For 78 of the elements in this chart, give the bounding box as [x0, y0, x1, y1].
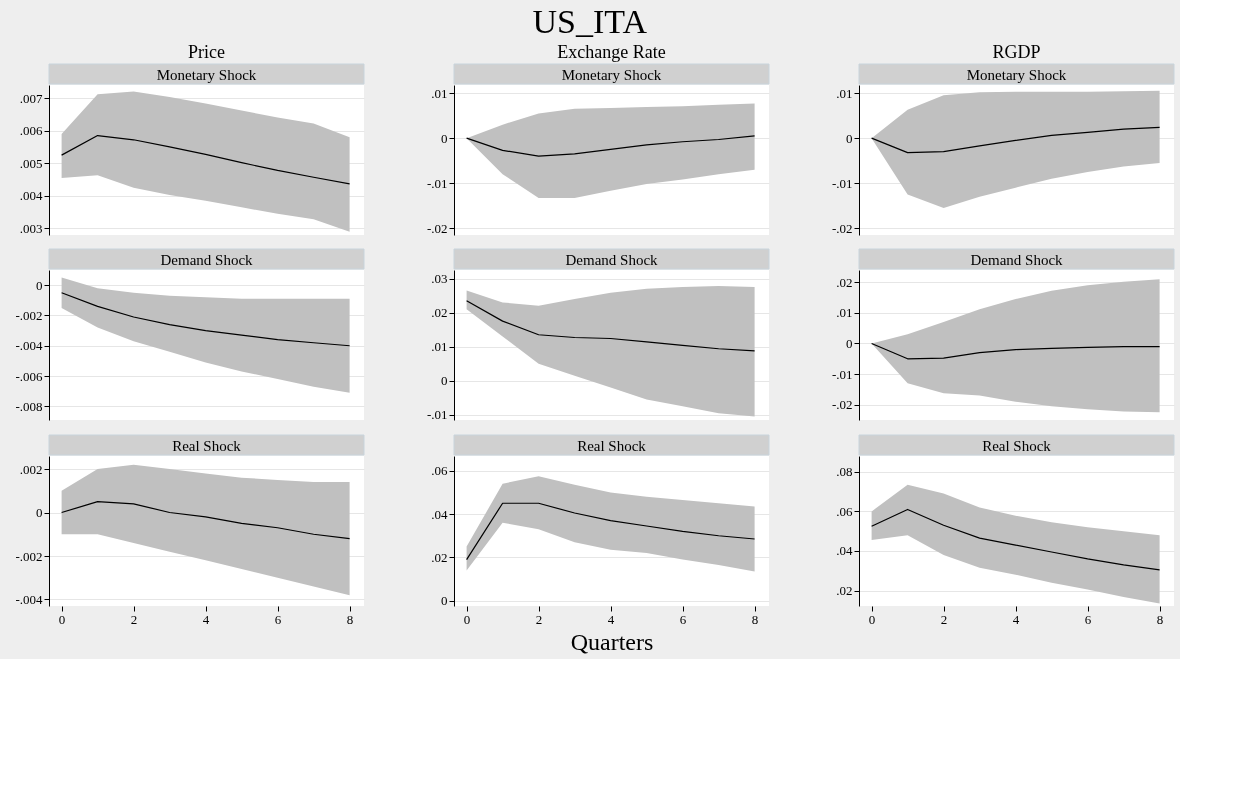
- y-tick-label: -.01: [831, 366, 853, 382]
- x-tick-label: 2: [940, 611, 948, 627]
- y-tick-label: .02: [836, 274, 853, 290]
- chart-subtitle: Monetary Shock: [156, 67, 257, 83]
- line-series: [466, 300, 756, 352]
- y-tick-label: -.002: [15, 548, 43, 564]
- y-tick-label: .005: [19, 155, 43, 171]
- line-series: [466, 502, 756, 561]
- x-tick-label: 2: [130, 611, 138, 627]
- y-tick-label: .007: [19, 90, 43, 106]
- y-tick-label: 0: [846, 130, 853, 146]
- chart-subtitle: Monetary Shock: [966, 67, 1067, 83]
- y-tick-label: .04: [836, 543, 853, 559]
- y-tick-label: .01: [431, 85, 448, 101]
- y-tick-label: .006: [19, 123, 43, 139]
- y-tick-label: .01: [836, 305, 853, 321]
- y-tick-label: -.01: [831, 175, 853, 191]
- x-tick-label: 8: [346, 611, 354, 627]
- x-tick-label: 4: [202, 611, 210, 627]
- x-tick-label: 4: [1012, 611, 1020, 627]
- x-tick-label: 8: [751, 611, 759, 627]
- line-series: [61, 134, 351, 185]
- y-tick-label: -.02: [426, 220, 448, 236]
- y-tick-label: 0: [846, 335, 853, 351]
- x-tick-label: 0: [58, 611, 66, 627]
- line-series: [871, 126, 1161, 154]
- y-tick-label: .004: [19, 188, 43, 204]
- y-tick-label: 0: [36, 505, 43, 521]
- y-tick-label: -.004: [15, 591, 43, 607]
- y-tick-label: -.008: [15, 398, 43, 414]
- line-series: [61, 501, 351, 540]
- x-axis-title: Quarters: [570, 628, 654, 655]
- y-tick-label: -.006: [15, 368, 43, 384]
- y-tick-label: .002: [19, 461, 43, 477]
- chart-title: Demand Shock: [160, 252, 254, 268]
- x-tick-label: 0: [463, 611, 471, 627]
- y-tick-label: .04: [431, 506, 448, 522]
- y-tick-label: .03: [431, 271, 448, 287]
- chart-title: Real Shock: [577, 438, 647, 454]
- chart-title: Price: [188, 41, 225, 62]
- x-tick-label: 4: [607, 611, 615, 627]
- y-tick-label: 0: [441, 593, 448, 609]
- y-tick-label: 0: [441, 130, 448, 146]
- chart-title: Real Shock: [982, 438, 1052, 454]
- y-tick-label: .02: [431, 305, 448, 321]
- chart-title: RGDP: [992, 41, 1041, 62]
- y-tick-label: .02: [431, 549, 448, 565]
- y-tick-label: -.01: [426, 407, 448, 423]
- x-tick-label: 8: [1156, 611, 1164, 627]
- chart-title: Demand Shock: [565, 252, 659, 268]
- y-tick-label: .06: [431, 463, 448, 479]
- line-series: [466, 135, 756, 157]
- y-tick-label: .02: [836, 583, 853, 599]
- chart-title: Exchange Rate: [557, 41, 666, 62]
- x-tick-label: 6: [679, 611, 687, 627]
- chart-title: Demand Shock: [970, 252, 1064, 268]
- chart-subtitle: Monetary Shock: [561, 67, 662, 83]
- line-series: [871, 508, 1161, 571]
- y-tick-label: .003: [19, 220, 43, 236]
- x-tick-label: 6: [274, 611, 282, 627]
- line-series: [61, 292, 351, 347]
- chart-title: Real Shock: [172, 438, 242, 454]
- y-tick-label: .06: [836, 503, 853, 519]
- y-tick-label: 0: [441, 373, 448, 389]
- y-tick-label: .01: [836, 85, 853, 101]
- text: US_ITA: [532, 2, 648, 40]
- line-series: [871, 342, 1161, 360]
- y-tick-label: -.01: [426, 175, 448, 191]
- y-tick-label: .08: [836, 464, 853, 480]
- y-tick-label: -.004: [15, 338, 43, 354]
- x-tick-label: 2: [535, 611, 543, 627]
- y-tick-label: -.02: [831, 220, 853, 236]
- x-tick-label: 0: [868, 611, 876, 627]
- y-tick-label: .01: [431, 339, 448, 355]
- y-tick-label: 0: [36, 277, 43, 293]
- y-tick-label: -.02: [831, 397, 853, 413]
- y-tick-label: -.002: [15, 307, 43, 323]
- x-tick-label: 6: [1084, 611, 1092, 627]
